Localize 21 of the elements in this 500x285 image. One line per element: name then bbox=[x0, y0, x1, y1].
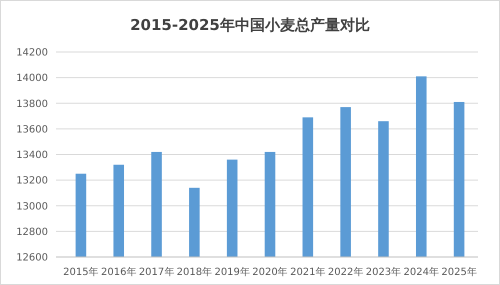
y-tick-label: 12800 bbox=[16, 226, 48, 238]
x-tick-label: 2025年 bbox=[441, 266, 477, 278]
y-tick-label: 13000 bbox=[16, 201, 48, 212]
x-tick-label: 2021年 bbox=[290, 266, 326, 278]
x-tick-label: 2016年 bbox=[101, 266, 136, 278]
x-tick-label: 2015年 bbox=[63, 266, 99, 278]
x-tick-label: 2024年 bbox=[404, 266, 439, 278]
y-tick-label: 14200 bbox=[16, 48, 48, 58]
x-tick-label: 2018年 bbox=[176, 266, 212, 278]
x-tick-label: 2019年 bbox=[214, 266, 250, 278]
x-tick-label: 2023年 bbox=[366, 266, 402, 278]
x-tick-label: 2017年 bbox=[138, 266, 174, 278]
x-tick-label: 2022年 bbox=[328, 266, 364, 278]
chart-title: 2015-2025年中国小麦总产量对比 bbox=[130, 16, 370, 34]
y-tick-label: 14000 bbox=[16, 73, 48, 84]
y-tick-label: 13800 bbox=[16, 98, 48, 110]
y-tick-label: 12600 bbox=[16, 252, 48, 264]
y-tick-label: 13600 bbox=[16, 124, 48, 136]
x-tick-label: 2020年 bbox=[252, 266, 288, 278]
y-tick-label: 13400 bbox=[16, 150, 48, 161]
y-tick-label: 13200 bbox=[16, 176, 48, 187]
